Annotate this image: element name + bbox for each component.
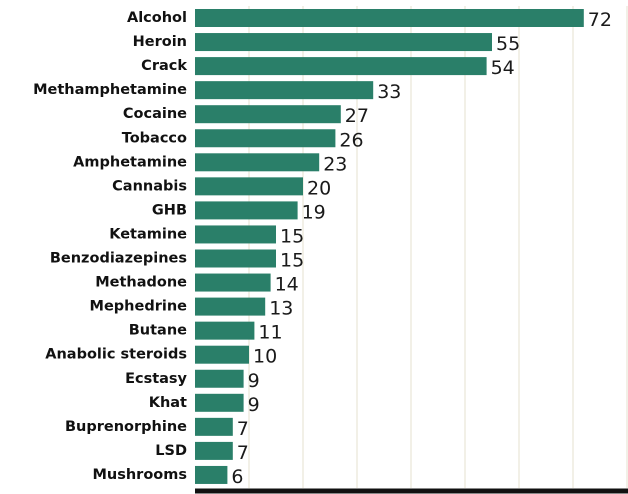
bar bbox=[195, 417, 233, 436]
bar bbox=[195, 105, 341, 124]
grid-lines bbox=[248, 6, 628, 488]
value-label: 19 bbox=[302, 201, 326, 223]
value-label: 9 bbox=[248, 394, 260, 416]
bar bbox=[195, 57, 487, 76]
bar bbox=[195, 345, 249, 364]
category-label: Amphetamine bbox=[73, 154, 187, 170]
category-label: Methadone bbox=[95, 275, 187, 291]
bar bbox=[195, 153, 320, 172]
bar bbox=[195, 273, 271, 292]
bar bbox=[195, 201, 298, 220]
value-label: 15 bbox=[280, 250, 304, 272]
value-label: 6 bbox=[231, 466, 243, 488]
category-label: Methamphetamine bbox=[33, 82, 187, 98]
category-labels: Alcohol Heroin Crack Methamphetamine Cocaine… bbox=[33, 10, 187, 483]
value-label: 14 bbox=[275, 274, 299, 296]
category-label: Cocaine bbox=[123, 106, 187, 122]
category-label: Heroin bbox=[133, 34, 187, 50]
category-label: Anabolic steroids bbox=[45, 347, 187, 363]
value-label: 27 bbox=[345, 105, 369, 127]
value-label: 11 bbox=[258, 322, 282, 344]
bar bbox=[195, 465, 228, 484]
category-label: Mephedrine bbox=[90, 299, 188, 315]
category-label: GHB bbox=[152, 202, 187, 218]
bar bbox=[195, 129, 336, 148]
category-label: Benzodiazepines bbox=[50, 251, 187, 267]
value-label: 13 bbox=[269, 298, 293, 320]
value-label: 10 bbox=[253, 346, 277, 368]
bar bbox=[195, 33, 492, 52]
value-label: 23 bbox=[323, 153, 347, 175]
value-label: 33 bbox=[377, 81, 401, 103]
category-label: LSD bbox=[155, 443, 187, 459]
bar bbox=[195, 249, 276, 268]
bar bbox=[195, 297, 266, 316]
value-label: 9 bbox=[248, 370, 260, 392]
value-label: 7 bbox=[237, 418, 249, 440]
bar bbox=[195, 177, 303, 196]
bars bbox=[195, 9, 584, 484]
bar bbox=[195, 225, 276, 244]
category-label: Ketamine bbox=[109, 226, 187, 242]
value-label: 54 bbox=[491, 57, 515, 79]
category-label: Crack bbox=[141, 58, 187, 74]
bar bbox=[195, 441, 233, 460]
category-label: Tobacco bbox=[122, 130, 187, 146]
value-label: 55 bbox=[496, 33, 520, 55]
bar bbox=[195, 321, 255, 340]
value-label: 26 bbox=[339, 129, 363, 151]
category-label: Cannabis bbox=[112, 178, 187, 194]
value-label: 72 bbox=[588, 9, 612, 31]
category-label: Mushrooms bbox=[92, 467, 187, 483]
bar bbox=[195, 9, 584, 27]
category-label: Buprenorphine bbox=[65, 419, 187, 435]
value-label: 20 bbox=[307, 177, 331, 199]
category-label: Butane bbox=[129, 323, 187, 339]
category-label: Ecstasy bbox=[125, 371, 187, 387]
value-label: 15 bbox=[280, 225, 304, 247]
category-label: Alcohol bbox=[127, 10, 187, 26]
category-label: Khat bbox=[149, 395, 187, 411]
bar bbox=[195, 369, 244, 388]
value-label: 7 bbox=[237, 442, 249, 464]
bar bbox=[195, 81, 374, 100]
bar bbox=[195, 393, 244, 412]
